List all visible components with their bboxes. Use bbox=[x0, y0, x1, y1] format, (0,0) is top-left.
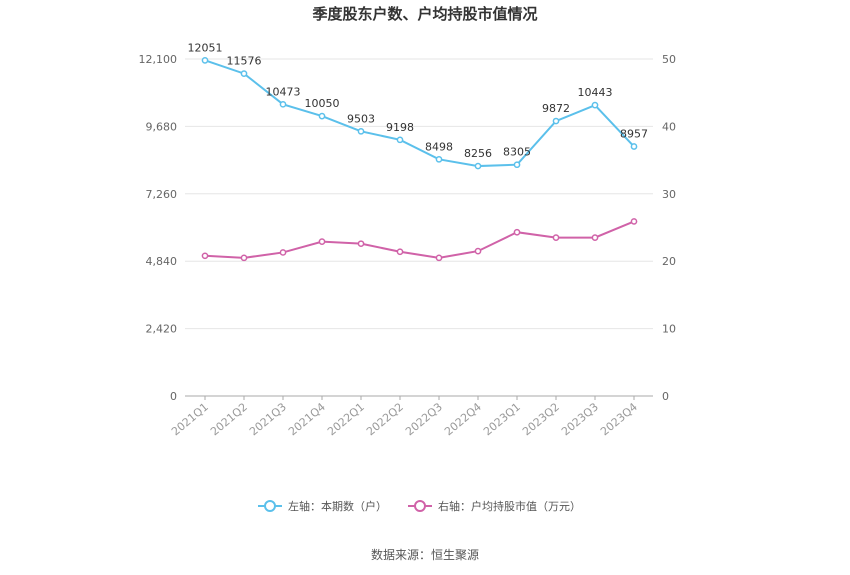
data-label: 12051 bbox=[188, 41, 223, 54]
data-point[interactable] bbox=[435, 155, 443, 163]
x-tick-label: 2023Q4 bbox=[598, 400, 640, 438]
y-left-tick-label: 12,100 bbox=[139, 53, 178, 66]
data-label: 10050 bbox=[305, 97, 340, 110]
x-tick-label: 2022Q1 bbox=[325, 400, 367, 438]
data-point[interactable] bbox=[318, 238, 326, 246]
data-point[interactable] bbox=[279, 249, 287, 256]
data-point[interactable] bbox=[357, 240, 365, 248]
data-label: 9503 bbox=[347, 112, 375, 125]
data-point[interactable] bbox=[201, 252, 209, 260]
x-tick-label: 2023Q3 bbox=[559, 400, 601, 438]
x-tick-label: 2021Q4 bbox=[286, 400, 328, 438]
axes: 0 2,420 4,840 7,260 9,680 12,100 0 10 20 30 40 50 20… bbox=[139, 53, 677, 438]
y-left-tick-label: 9,680 bbox=[146, 120, 178, 133]
x-tick-label: 2021Q2 bbox=[208, 400, 250, 438]
data-label: 10473 bbox=[266, 85, 301, 98]
data-point[interactable] bbox=[396, 248, 404, 256]
data-point[interactable] bbox=[474, 162, 482, 170]
x-tick-label: 2022Q3 bbox=[403, 400, 445, 438]
data-label: 8305 bbox=[503, 146, 531, 159]
x-tick-label: 2022Q4 bbox=[442, 400, 484, 438]
data-point[interactable] bbox=[357, 127, 365, 135]
y-right-tick-label: 0 bbox=[662, 390, 669, 403]
legend-item[interactable]: 右轴：户均持股市值（万元） bbox=[408, 499, 581, 513]
legend-item[interactable]: 左轴：本期数（户） bbox=[258, 499, 387, 513]
data-point[interactable] bbox=[513, 228, 521, 236]
y-left-tick-label: 2,420 bbox=[146, 323, 178, 336]
data-point[interactable] bbox=[591, 234, 599, 241]
y-left-tick-label: 7,260 bbox=[146, 188, 178, 201]
x-tick-label: 2021Q3 bbox=[247, 400, 289, 438]
grid-lines bbox=[185, 58, 653, 330]
data-point[interactable] bbox=[318, 112, 326, 120]
y-left-tick-label: 4,840 bbox=[146, 255, 178, 268]
data-point[interactable] bbox=[201, 57, 209, 64]
legend-label: 左轴：本期数（户） bbox=[288, 499, 387, 513]
data-point[interactable] bbox=[552, 117, 560, 125]
data-label: 11576 bbox=[227, 55, 262, 68]
y-right-tick-label: 30 bbox=[662, 188, 676, 201]
data-label: 10443 bbox=[578, 86, 613, 99]
data-label: 8957 bbox=[620, 128, 648, 141]
data-point[interactable] bbox=[435, 254, 443, 262]
x-tick-label: 2022Q2 bbox=[364, 400, 406, 438]
series-layer: 12051 11576 10473 10050 9503 9198 8498 8256 8305… bbox=[188, 41, 648, 262]
data-point[interactable] bbox=[513, 161, 521, 169]
data-label: 9198 bbox=[386, 121, 414, 134]
legend-label: 右轴：户均持股市值（万元） bbox=[438, 499, 581, 513]
legend[interactable]: 左轴：本期数（户） 右轴：户均持股市值（万元） bbox=[258, 499, 581, 513]
data-point[interactable] bbox=[591, 101, 599, 109]
x-tick-label: 2023Q1 bbox=[481, 400, 523, 438]
y-left-tick-label: 0 bbox=[170, 390, 177, 403]
data-label: 9872 bbox=[542, 102, 570, 115]
data-point[interactable] bbox=[240, 70, 248, 77]
data-label: 8256 bbox=[464, 147, 492, 160]
y-right-tick-label: 10 bbox=[662, 323, 676, 336]
y-right-tick-label: 50 bbox=[662, 53, 676, 66]
x-tick-label: 2021Q1 bbox=[169, 400, 211, 438]
data-point[interactable] bbox=[240, 254, 248, 262]
data-label: 8498 bbox=[425, 140, 453, 153]
legend-swatch-marker bbox=[264, 500, 276, 512]
data-point[interactable] bbox=[552, 234, 560, 241]
series-line bbox=[204, 220, 635, 259]
series-line bbox=[204, 59, 635, 168]
chart-title: 季度股东户数、户均持股市值情况 bbox=[312, 5, 537, 23]
source-note: 数据来源：恒生聚源 bbox=[371, 547, 479, 562]
x-tick-label: 2023Q2 bbox=[520, 400, 562, 438]
y-right-tick-label: 20 bbox=[662, 255, 676, 268]
data-point[interactable] bbox=[396, 136, 404, 144]
data-point[interactable] bbox=[630, 218, 638, 225]
legend-swatch-marker bbox=[414, 500, 426, 512]
data-point[interactable] bbox=[279, 100, 287, 108]
data-point[interactable] bbox=[630, 143, 638, 150]
data-point[interactable] bbox=[474, 247, 482, 255]
y-right-tick-label: 40 bbox=[662, 120, 676, 133]
